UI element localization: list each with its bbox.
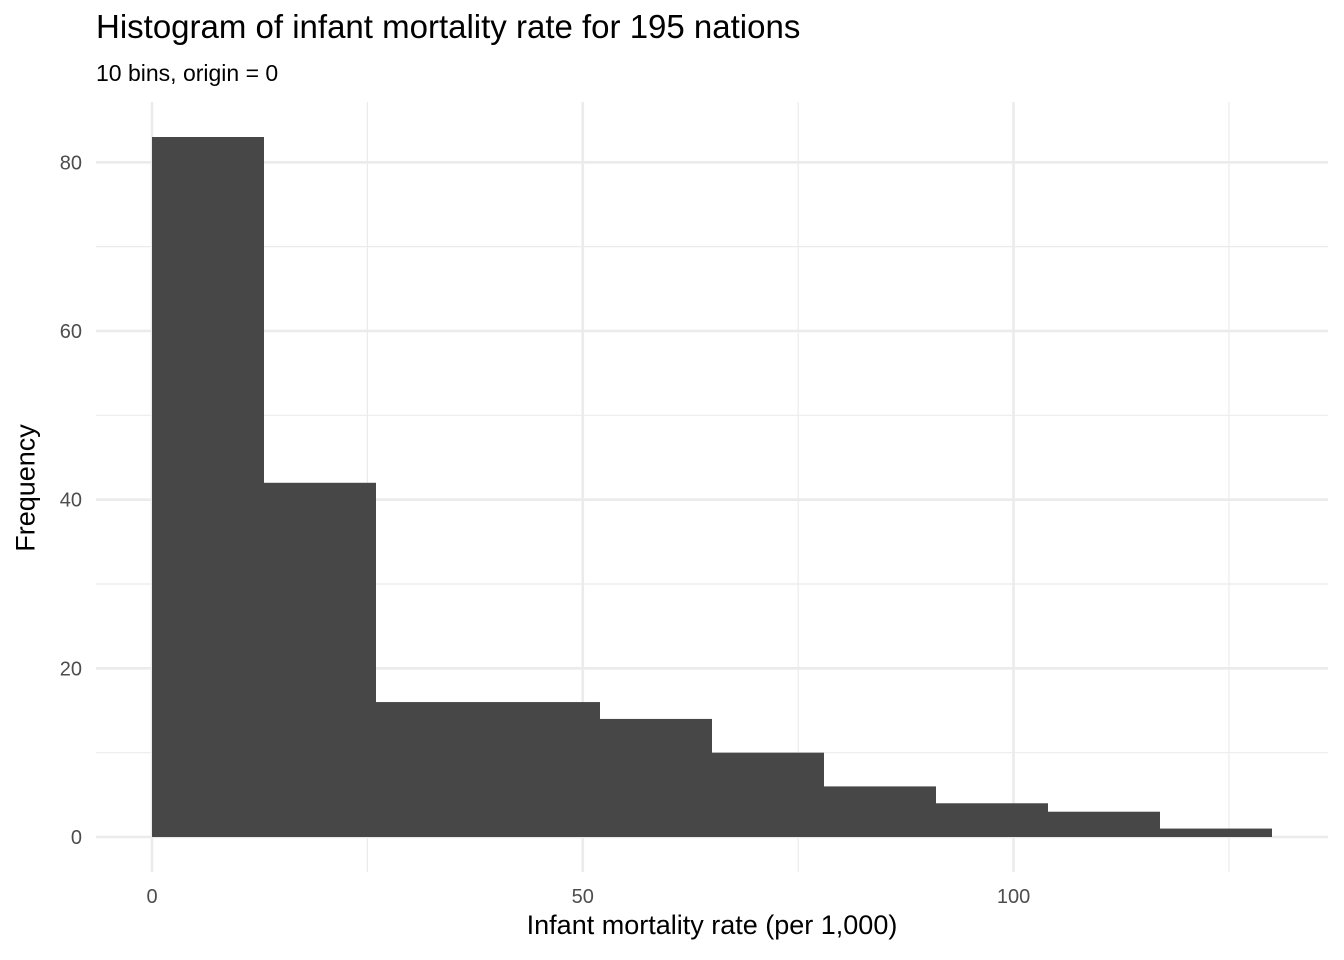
y-tick-label: 20 [60, 658, 82, 680]
histogram-bar-6 [712, 752, 824, 837]
chart-title: Histogram of infant mortality rate for 1… [96, 8, 801, 45]
y-tick-label: 0 [71, 827, 82, 849]
y-tick-label: 80 [60, 152, 82, 174]
histogram-bar-4 [488, 702, 600, 837]
histogram-bar-8 [936, 803, 1048, 837]
chart-subtitle: 10 bins, origin = 0 [96, 60, 279, 86]
x-tick-label: 0 [146, 886, 157, 908]
y-tick-label: 60 [60, 321, 82, 343]
histogram-bar-5 [600, 718, 712, 837]
histogram-bar-10 [1160, 828, 1272, 837]
y-tick-labels: 0 20 40 60 80 [60, 152, 82, 849]
histogram-bar-3 [376, 702, 488, 837]
histogram-bar-1 [152, 137, 264, 837]
histogram-bar-7 [824, 786, 936, 837]
histogram-bar-9 [1048, 811, 1160, 837]
x-tick-label: 100 [997, 886, 1030, 908]
x-tick-label: 50 [572, 886, 594, 908]
histogram-bars [152, 137, 1272, 837]
y-tick-label: 40 [60, 490, 82, 512]
histogram-bar-2 [264, 482, 376, 837]
x-axis-label: Infant mortality rate (per 1,000) [526, 910, 898, 940]
x-tick-labels: 0 50 100 [146, 886, 1030, 908]
